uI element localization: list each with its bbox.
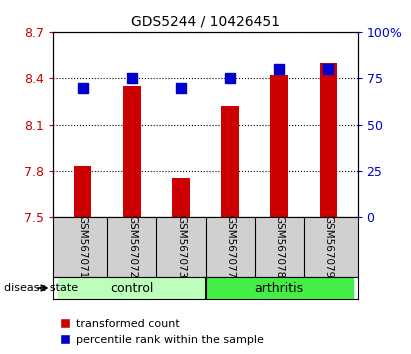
Point xyxy=(80,85,86,90)
Legend: transformed count, percentile rank within the sample: transformed count, percentile rank withi… xyxy=(59,319,263,345)
Text: control: control xyxy=(110,281,154,295)
Text: GSM567077: GSM567077 xyxy=(225,215,235,279)
Point xyxy=(178,85,184,90)
Text: GSM567078: GSM567078 xyxy=(274,215,284,279)
Text: GSM567072: GSM567072 xyxy=(127,215,137,279)
Bar xyxy=(206,277,353,299)
Bar xyxy=(270,75,288,217)
Text: disease state: disease state xyxy=(4,283,78,293)
Text: GSM567073: GSM567073 xyxy=(176,215,186,279)
Text: arthritis: arthritis xyxy=(254,281,304,295)
Bar xyxy=(222,106,239,217)
Point xyxy=(227,75,233,81)
Bar xyxy=(123,86,141,217)
Bar xyxy=(58,277,206,299)
Bar xyxy=(74,166,91,217)
Bar xyxy=(172,178,189,217)
Point xyxy=(276,66,282,72)
Text: GSM567079: GSM567079 xyxy=(323,215,333,279)
Point xyxy=(325,66,331,72)
Text: GSM567071: GSM567071 xyxy=(78,215,88,279)
Bar xyxy=(320,63,337,217)
Point xyxy=(129,75,135,81)
Title: GDS5244 / 10426451: GDS5244 / 10426451 xyxy=(131,14,280,28)
